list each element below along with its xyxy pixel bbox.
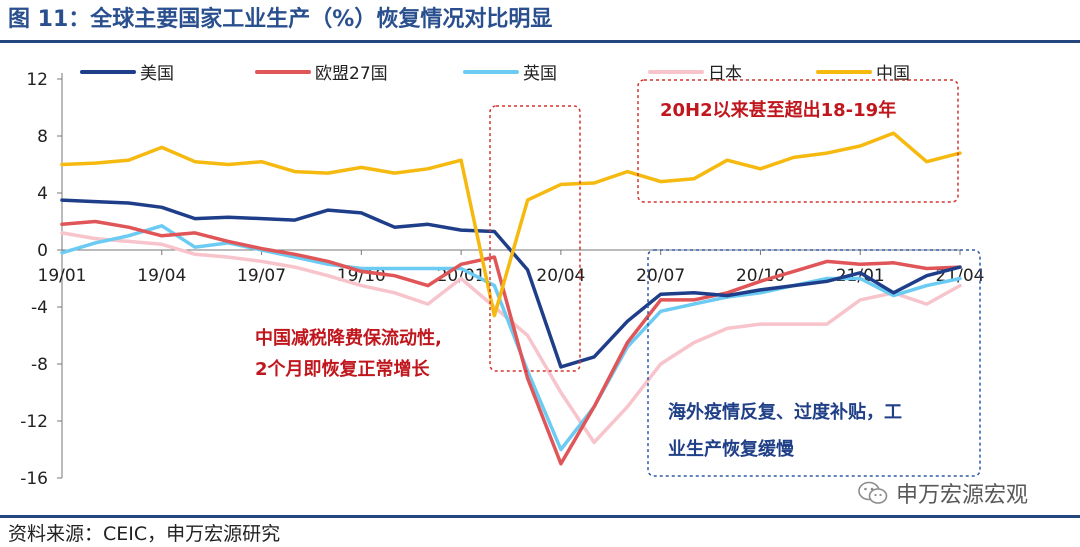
y-tick-label: 8 bbox=[37, 127, 48, 147]
overseas-annotation-line2: 业生产恢复缓慢 bbox=[668, 438, 795, 460]
china-policy-annotation-line1: 中国减税降费保流动性, bbox=[255, 327, 442, 349]
legend-label-2: 英国 bbox=[523, 64, 557, 84]
y-tick-label: -12 bbox=[20, 412, 48, 432]
y-tick-label: -4 bbox=[31, 298, 48, 318]
china-recovery-annotation: 20H2以来甚至超出18-19年 bbox=[660, 99, 896, 121]
series-line-1 bbox=[60, 219, 962, 466]
china-recovery-box bbox=[637, 79, 959, 203]
y-tick-label: -8 bbox=[31, 355, 48, 375]
china-policy-annotation-line2: 2个月即恢复正常增长 bbox=[255, 358, 431, 380]
figure-title: 图 11：全球主要国家工业生产（%）恢复情况对比明显 bbox=[8, 7, 553, 32]
x-tick-label: 20/07 bbox=[636, 266, 685, 286]
x-tick-label: 19/01 bbox=[38, 266, 87, 286]
source-note: 资料来源：CEIC，申万宏源研究 bbox=[8, 523, 281, 545]
x-tick-label: 19/04 bbox=[137, 266, 186, 286]
series-line-4 bbox=[60, 131, 962, 318]
watermark-text: 申万宏源宏观 bbox=[896, 483, 1029, 508]
y-tick-label: 0 bbox=[37, 241, 48, 261]
y-tick-label: 12 bbox=[26, 70, 48, 90]
x-tick-label: 19/07 bbox=[237, 266, 286, 286]
china-rebound-box bbox=[489, 105, 581, 372]
y-tick-label: -16 bbox=[20, 469, 48, 489]
x-tick-label: 20/04 bbox=[536, 266, 585, 286]
y-tick-label: 4 bbox=[37, 184, 48, 204]
watermark: 申万宏源宏观 bbox=[858, 477, 1028, 509]
footer-rule bbox=[0, 515, 1080, 518]
legend-label-3: 日本 bbox=[708, 64, 742, 84]
x-tick-label: 20/10 bbox=[736, 266, 785, 286]
series-line-0 bbox=[60, 198, 962, 369]
legend-label-4: 中国 bbox=[876, 64, 910, 84]
header-rule bbox=[0, 40, 1080, 43]
legend-label-1: 欧盟27国 bbox=[315, 64, 388, 84]
wechat-icon bbox=[858, 481, 888, 504]
overseas-annotation-line1: 海外疫情反复、过度补贴，工 bbox=[668, 401, 902, 423]
legend-label-0: 美国 bbox=[140, 64, 174, 84]
